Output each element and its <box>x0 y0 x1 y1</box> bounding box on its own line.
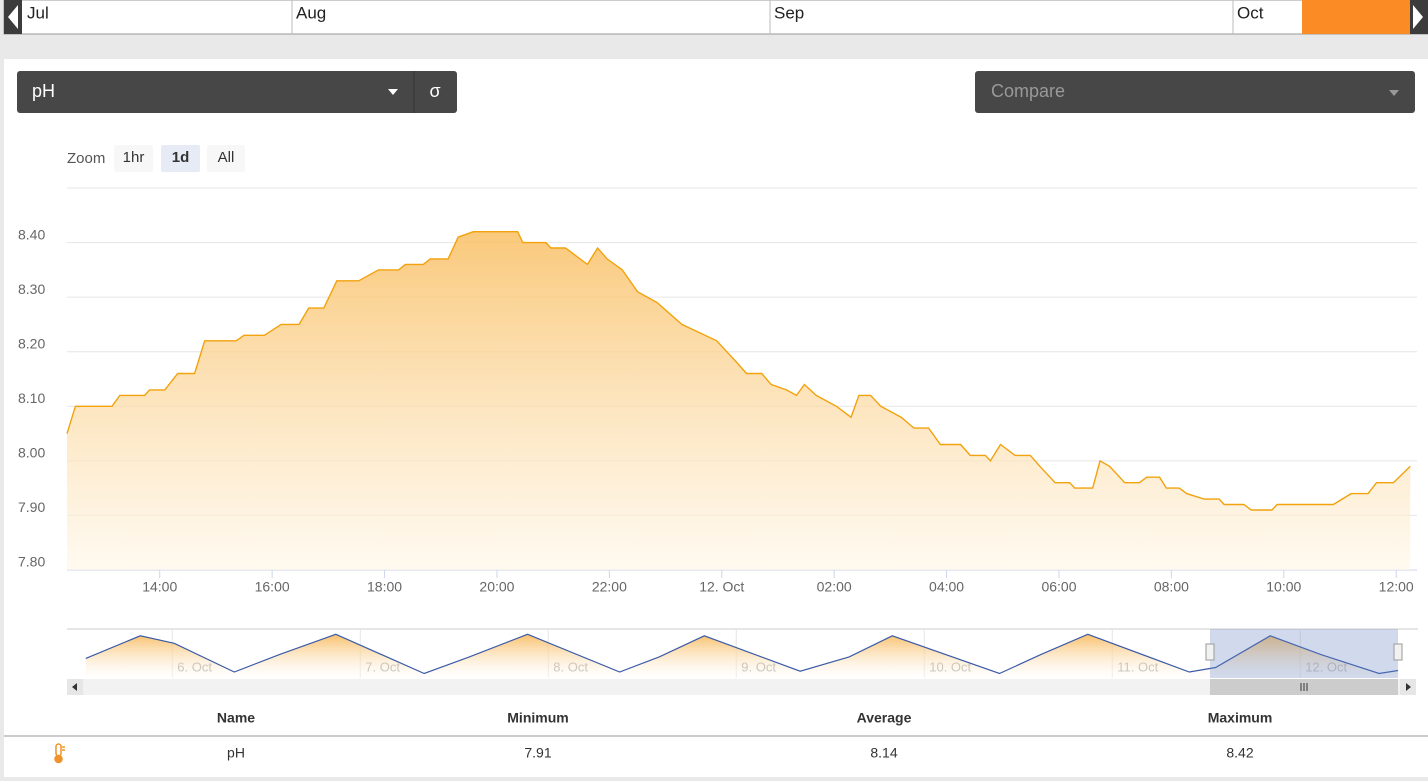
table-header: Average <box>857 710 912 726</box>
table-header: Minimum <box>507 710 568 726</box>
y-tick-label: 8.30 <box>18 281 45 297</box>
area <box>85 634 1398 678</box>
caret <box>1389 90 1399 96</box>
arrow-right <box>1413 5 1423 29</box>
arrow <box>72 683 77 691</box>
y-tick-label: 8.40 <box>18 226 45 242</box>
zoom-button-label: All <box>218 149 235 166</box>
parameter-value: pH <box>32 81 55 101</box>
x-tick-label: 10:00 <box>1266 579 1301 595</box>
navigator-handle[interactable] <box>1205 643 1215 661</box>
scrollbar-track <box>67 679 1416 695</box>
month[interactable]: Sep <box>774 3 804 22</box>
x-tick-label: 16:00 <box>255 579 290 595</box>
line <box>85 633 1399 675</box>
compare-select[interactable] <box>975 71 1415 113</box>
table-header: Maximum <box>1208 710 1273 726</box>
x-tick-label: 18:00 <box>367 579 402 595</box>
compare-placeholder: Compare <box>991 81 1065 101</box>
month[interactable]: Oct <box>1237 3 1264 22</box>
arrow <box>1406 683 1411 691</box>
table-header: Name <box>217 710 255 726</box>
y-tick-label: 7.90 <box>18 499 45 515</box>
month[interactable]: Aug <box>296 3 326 22</box>
x-tick-label: 14:00 <box>142 579 177 595</box>
arrow-left <box>8 5 18 29</box>
zoom-button[interactable] <box>114 145 153 172</box>
y-tick-label: 7.80 <box>18 554 45 570</box>
caret <box>388 89 398 95</box>
zoom-button-label: 1hr <box>123 149 145 166</box>
x-tick-label: 08:00 <box>1154 579 1189 595</box>
timeline-selection[interactable] <box>1302 0 1410 34</box>
zoom-button-label: 1d <box>172 149 190 166</box>
x-tick-label: 04:00 <box>929 579 964 595</box>
x-tick-label: 20:00 <box>479 579 514 595</box>
month[interactable]: Jul <box>27 3 49 22</box>
table-cell: pH <box>227 745 245 761</box>
table-cell: 8.14 <box>870 745 897 761</box>
table-cell: 8.42 <box>1226 745 1253 761</box>
area <box>67 231 1411 570</box>
x-tick-label: 12. Oct <box>699 579 744 595</box>
zoom-button[interactable] <box>161 145 200 172</box>
x-tick-label: 12:00 <box>1379 579 1414 595</box>
zoom-label: Zoom <box>67 150 105 167</box>
x-tick-label: 02:00 <box>817 579 852 595</box>
zoom-button[interactable] <box>207 145 245 172</box>
y-tick-label: 8.10 <box>18 390 45 406</box>
x-tick-label: 22:00 <box>592 579 627 595</box>
parameter-select[interactable] <box>17 71 457 113</box>
y-tick-label: 8.00 <box>18 445 45 461</box>
x-tick-label: 06:00 <box>1041 579 1076 595</box>
table-cell: 7.91 <box>524 745 551 761</box>
thermometer-icon <box>54 743 65 764</box>
navigator-handle[interactable] <box>1393 643 1403 661</box>
line <box>66 231 1411 511</box>
y-tick-label: 8.20 <box>18 335 45 351</box>
timeline <box>3 0 1428 35</box>
navigator-selection[interactable] <box>1210 629 1398 678</box>
sigma-button[interactable]: σ <box>429 81 440 101</box>
